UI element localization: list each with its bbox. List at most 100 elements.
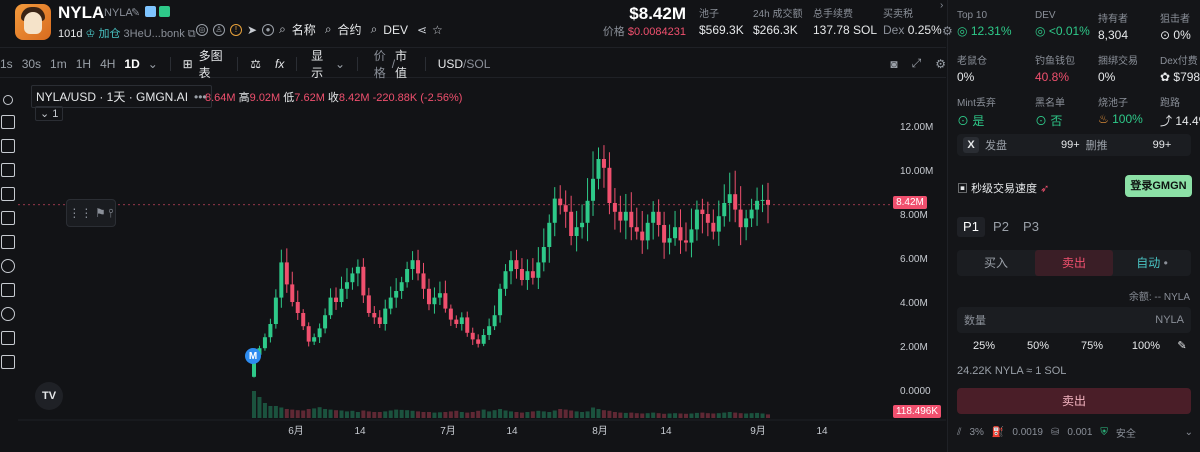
stat-dex-paid[interactable]: Dex付费 ✿ $798 [1160,52,1200,84]
camera-icon[interactable]: ◙ [890,56,898,71]
website-icon[interactable]: ◎ [196,23,208,36]
interval-30s[interactable]: 30s [21,56,42,71]
fullscreen-icon[interactable]: ⤢ [911,56,922,70]
more-icon[interactable]: ••• [194,90,207,104]
magnet-icon[interactable] [1,331,15,345]
stat-mint[interactable]: Mint丢弃 ⊙ 是 [957,94,1035,129]
mcap-toggle[interactable]: 市值 [395,48,408,80]
stat-holders[interactable]: 持有者 8,304 [1098,10,1160,42]
stat-rug[interactable]: 跑路 ⤴ 14.4% [1160,94,1200,129]
search-contract-icon[interactable]: ⌕ [324,22,332,36]
quantity-input[interactable]: 数量 NYLA [957,307,1191,333]
floating-toolbar[interactable]: ⋮⋮ ⚑ ⫯ [66,199,116,227]
x-launch-value[interactable]: 99+ [1061,139,1080,151]
edit-icon[interactable]: ✎ [131,7,141,19]
tradingview-logo[interactable]: TV [35,382,63,410]
percent-100-button[interactable]: 100% [1131,340,1161,352]
login-button[interactable]: 登录GMGN [1125,175,1192,197]
edit-pencil-icon[interactable]: ✎ [1177,340,1187,352]
preset-p1[interactable]: P1 [957,217,985,237]
tab-sell[interactable]: 卖出 [1035,250,1113,276]
x-delete-value[interactable]: 99+ [1152,139,1172,151]
migration-marker[interactable]: M [245,348,261,364]
multi-chart-button[interactable]: 多图表 [198,48,223,80]
measure-icon[interactable] [1,187,15,201]
stat-snipers[interactable]: 狙击者 ⊙ 0% [1160,10,1200,42]
volume-bar [394,409,399,418]
lock-icon[interactable] [1,355,15,369]
fib-icon[interactable] [1,139,15,153]
preset-p3[interactable]: P3 [1023,219,1039,234]
chevron-down-icon: ⌄ [40,108,53,120]
stat-dev[interactable]: DEV ◎ <0.01% [1035,10,1098,42]
text-icon[interactable] [1,235,15,249]
drag-handle-icon[interactable]: ⋮⋮ [68,206,93,220]
stat-phishing[interactable]: 钓鱼钱包 40.8% [1035,52,1098,84]
pin-icon[interactable]: ⫯ [108,205,114,220]
interval-1d[interactable]: 1D [124,56,140,71]
indicator-toggle[interactable]: ⌄ 1 [35,106,64,121]
currency-usd[interactable]: USD [437,56,464,71]
chevron-down-icon[interactable]: ⌄ [334,56,346,71]
collapse-icon[interactable]: › [940,0,944,11]
search-name-icon[interactable]: ⌕ [279,22,286,36]
brush-icon[interactable] [1,211,15,225]
search-name-link[interactable]: 名称 [291,23,316,37]
copy-icon[interactable]: ⧉ [187,28,196,40]
share-icon[interactable]: ⋖ [416,22,428,37]
interval-1m[interactable]: 1m [50,56,67,71]
currency-sol[interactable]: SOL [466,56,491,71]
stat-top10[interactable]: Top 10 ◎ 12.31% [957,10,1035,42]
balance: 余额: -- NYLA [1128,292,1190,303]
interval-4h[interactable]: 4H [100,56,116,71]
search-dev-link[interactable]: DEV [383,22,408,37]
volume-bar [366,411,371,418]
stat-bundle[interactable]: 捆绑交易 0% [1098,52,1160,84]
discord-icon[interactable]: ● [262,23,275,36]
volume-bar [514,412,519,418]
star-icon[interactable]: ☆ [432,22,443,37]
compare-icon[interactable]: ⚖ [250,56,261,71]
trendline-icon[interactable] [1,115,15,129]
tab-auto[interactable]: 自动 • [1113,250,1191,276]
search-dev-icon[interactable]: ⌕ [370,22,378,36]
join-label[interactable]: 加仓 [98,28,121,40]
price-chart[interactable]: 0.0000 2.00M 4.00M 6.00M 8.00M 10.00M 12.00M 6月… [18,82,946,452]
percent-50-button[interactable]: 50% [1026,340,1050,352]
add-chart-icon[interactable]: ⊞ [182,56,193,71]
settings-icon[interactable]: ⚙ [935,56,947,71]
chevron-down-icon[interactable]: ⌄ [1184,427,1193,438]
stat-label: Dex付费 [1160,56,1198,67]
flag-icon[interactable]: ⚑ [94,206,106,220]
sell-submit-button[interactable]: 卖出 [957,388,1191,414]
search-contract-link[interactable]: 合约 [337,23,362,37]
stat-blacklist[interactable]: 黑名单 ⊙ 否 [1035,94,1098,129]
percent-25-button[interactable]: 25% [972,340,996,352]
price-toggle[interactable]: 价格 [373,48,386,80]
telegram-icon[interactable]: ➤ [247,22,258,37]
percent-75-button[interactable]: 75% [1080,340,1104,352]
interval-1h[interactable]: 1H [75,56,92,71]
volume-bar [683,413,688,418]
chart-legend[interactable]: NYLA/USD · 1天 · GMGN.AI ••• [31,85,212,108]
preset-p2[interactable]: P2 [993,219,1009,234]
stat-rat[interactable]: 老鼠仓 0% [957,52,1035,84]
ruler-icon[interactable] [1,283,15,297]
zoom-icon[interactable] [1,307,15,321]
user-icon[interactable]: ♙ [213,23,225,36]
tab-buy[interactable]: 买入 [983,256,1008,270]
stat-burn[interactable]: 烧池子 ♨ 100% [1098,94,1160,129]
stat-label: Mint丢弃 [957,98,996,109]
warning-icon[interactable]: ! [230,23,242,36]
pattern-icon[interactable] [1,163,15,177]
trade-settings-footer[interactable]: ⫽ 3% ⛽ 0.0019 ⛁ 0.001 ⛨ 安全 ⌄ [957,425,1193,440]
contract-address[interactable]: 3HeU...bonk [123,28,185,40]
emoji-icon[interactable] [1,259,15,273]
interval-1s[interactable]: 1s [0,56,13,71]
display-menu[interactable]: 显示 [311,48,324,80]
chevron-down-icon[interactable]: ⌄ [147,56,158,71]
token-avatar[interactable] [15,4,51,40]
crosshair-icon[interactable] [3,95,13,105]
indicator-icon[interactable]: fx [274,56,285,71]
gear-icon[interactable]: ⚙ [942,24,953,38]
